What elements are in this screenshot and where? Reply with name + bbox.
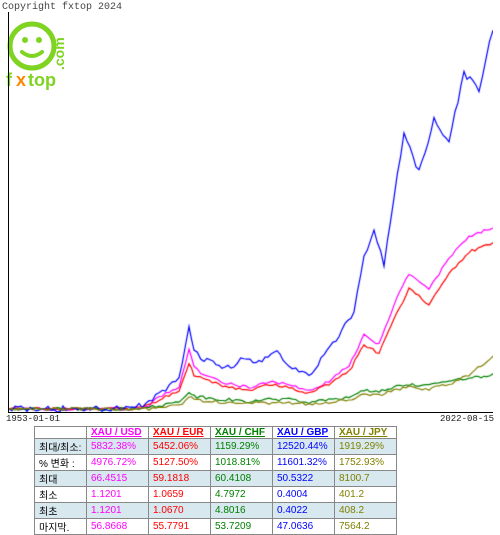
table-cell: 59.1818 — [149, 471, 211, 487]
col-hdr-0: XAU / USD — [87, 427, 149, 439]
table-cell: 1.0670 — [149, 503, 211, 519]
stats-table: XAU / USD XAU / EUR XAU / CHF XAU / GBP … — [34, 426, 397, 535]
table-cell: 408.2 — [335, 503, 397, 519]
row-header: % 변화 : — [35, 455, 87, 471]
table-cell: 0.4022 — [273, 503, 335, 519]
price-chart — [8, 12, 493, 413]
table-row: 최대/최소:5832.38%5452.06%1159.29%12520.44%1… — [35, 439, 397, 455]
table-header-row: XAU / USD XAU / EUR XAU / CHF XAU / GBP … — [35, 427, 397, 439]
table-cell: 7564.2 — [335, 519, 397, 535]
row-header: 최대 — [35, 471, 87, 487]
table-cell: 47.0636 — [273, 519, 335, 535]
table-row: 마지막.56.866855.779153.720947.06367564.2 — [35, 519, 397, 535]
col-hdr-2: XAU / CHF — [211, 427, 273, 439]
col-hdr-4: XAU / JPY — [335, 427, 397, 439]
table-cell: 401.2 — [335, 487, 397, 503]
table-cell: 50.5322 — [273, 471, 335, 487]
table-cell: 60.4108 — [211, 471, 273, 487]
table-cell: 0.4004 — [273, 487, 335, 503]
table-cell: 5832.38% — [87, 439, 149, 455]
table-cell: 4.7972 — [211, 487, 273, 503]
table-cell: 1.1201 — [87, 503, 149, 519]
table-cell: 11601.32% — [273, 455, 335, 471]
table-cell: 53.7209 — [211, 519, 273, 535]
table-row: 최초1.12011.06704.80160.4022408.2 — [35, 503, 397, 519]
row-header: 마지막. — [35, 519, 87, 535]
table-cell: 66.4515 — [87, 471, 149, 487]
table-cell: 12520.44% — [273, 439, 335, 455]
table-cell: 4976.72% — [87, 455, 149, 471]
x-axis-end: 2022-08-15 — [440, 414, 494, 424]
chart-canvas — [9, 12, 493, 412]
table-body: 최대/최소:5832.38%5452.06%1159.29%12520.44%1… — [35, 439, 397, 535]
row-header: 최소 — [35, 487, 87, 503]
x-axis-start: 1953-01-01 — [6, 414, 60, 424]
table-row: % 변화 :4976.72%5127.50%1018.81%11601.32%1… — [35, 455, 397, 471]
table-cell: 55.7791 — [149, 519, 211, 535]
col-hdr-3: XAU / GBP — [273, 427, 335, 439]
table-cell: 1159.29% — [211, 439, 273, 455]
row-header: 최대/최소: — [35, 439, 87, 455]
table-cell: 1.1201 — [87, 487, 149, 503]
col-hdr-1: XAU / EUR — [149, 427, 211, 439]
table-cell: 1.0659 — [149, 487, 211, 503]
table-cell: 4.8016 — [211, 503, 273, 519]
row-header: 최초 — [35, 503, 87, 519]
table-cell: 1018.81% — [211, 455, 273, 471]
table-cell: 1919.29% — [335, 439, 397, 455]
header-blank — [35, 427, 87, 439]
table-cell: 5452.06% — [149, 439, 211, 455]
table-row: 최대66.451559.181860.410850.53228100.7 — [35, 471, 397, 487]
table-cell: 56.8668 — [87, 519, 149, 535]
table-cell: 8100.7 — [335, 471, 397, 487]
table-cell: 5127.50% — [149, 455, 211, 471]
table-row: 최소1.12011.06594.79720.4004401.2 — [35, 487, 397, 503]
table-cell: 1752.93% — [335, 455, 397, 471]
